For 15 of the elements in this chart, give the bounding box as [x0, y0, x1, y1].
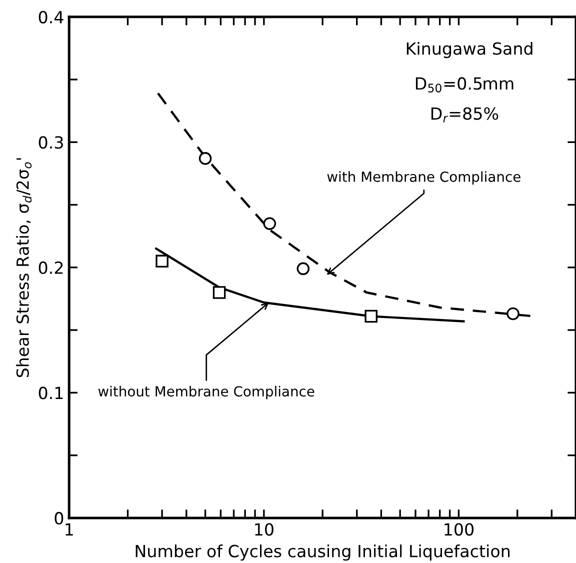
annotation: with Membrane Compliance — [327, 171, 520, 185]
x-tick-label: 1 — [66, 523, 73, 536]
y-tick-label: 0 — [54, 512, 64, 525]
annotation: Kinugawa Sand — [406, 42, 532, 58]
y-tick-label: 0.1 — [38, 386, 63, 400]
y-tick-label: 0.4 — [38, 10, 64, 24]
annotation: without Membrane Compliance — [98, 386, 314, 400]
annotation: D$_{50}$=0.5mm — [416, 77, 514, 92]
y-tick-label: 0.3 — [38, 136, 63, 149]
x-axis-title: Number of Cycles causing Initial Liquefaction — [136, 544, 510, 561]
x-tick-label: 100 — [444, 523, 474, 536]
x-tick-label: 10 — [255, 523, 274, 536]
y-axis-title: Shear Stress Ratio, σ$_{d}$/2σ$_{o}$' — [16, 158, 32, 378]
annotation: D$_{r}$=85% — [431, 107, 498, 122]
y-tick-label: 0.2 — [38, 261, 63, 274]
